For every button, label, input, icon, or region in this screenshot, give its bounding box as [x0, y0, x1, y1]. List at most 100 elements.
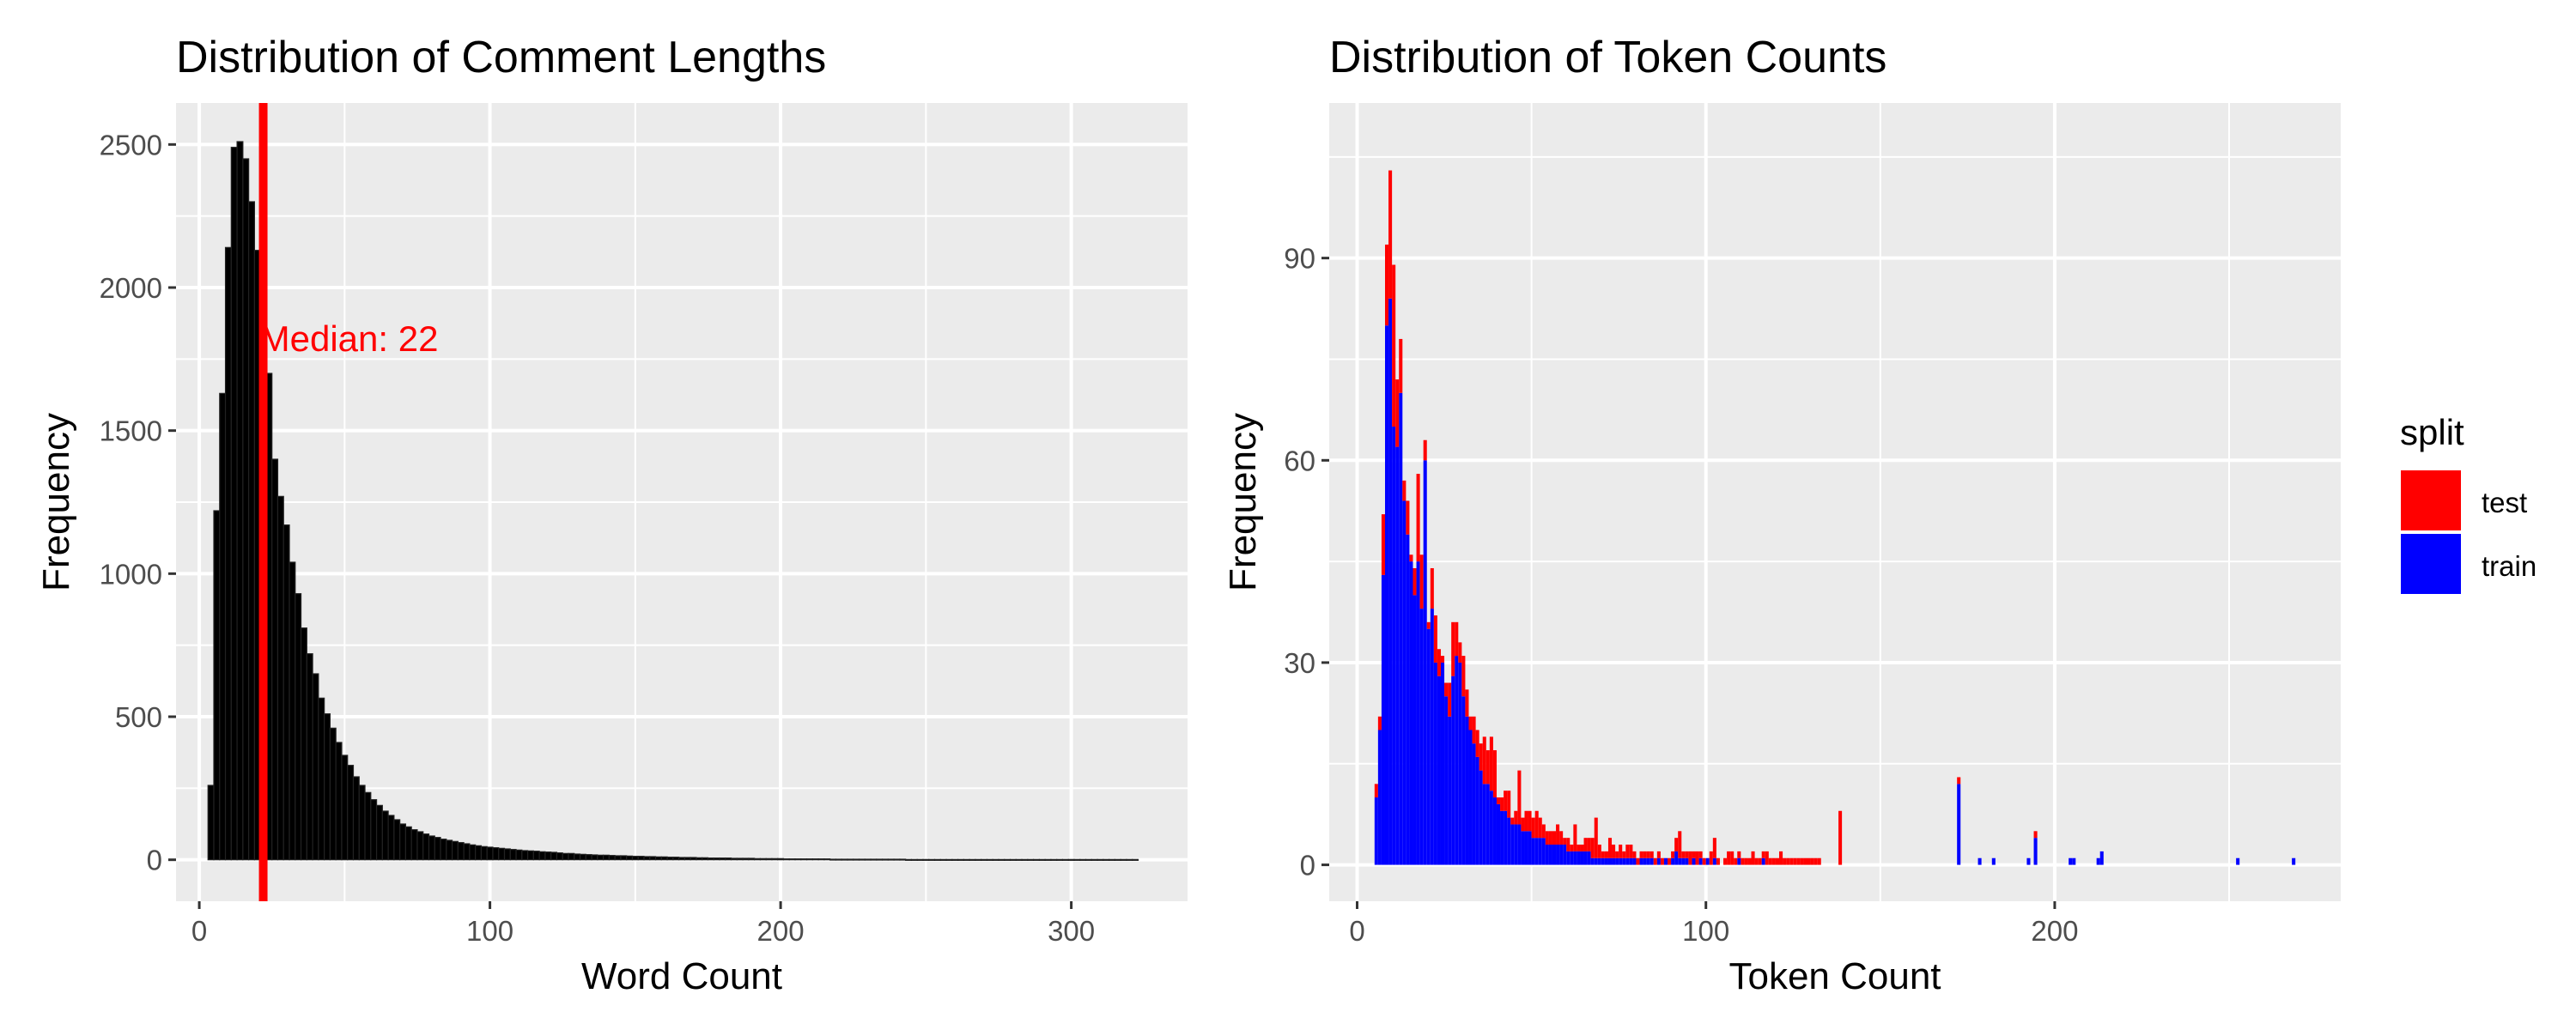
- bar-test: [1573, 824, 1577, 851]
- histogram-bar: [597, 854, 605, 861]
- bar-test: [1479, 743, 1483, 771]
- histogram-bar: [1067, 858, 1075, 861]
- histogram-bar: [626, 855, 634, 861]
- bar-test: [1458, 642, 1462, 663]
- bar-test: [1625, 845, 1630, 858]
- histogram-bar: [910, 858, 918, 861]
- left-bars: [207, 141, 1139, 861]
- bar-train: [1643, 857, 1647, 865]
- histogram-bar: [1027, 858, 1035, 861]
- histogram-bar: [469, 844, 477, 861]
- histogram-bar: [637, 856, 645, 861]
- histogram-bar: [823, 858, 831, 861]
- histogram-bar: [969, 858, 976, 861]
- bar-train: [1619, 857, 1623, 865]
- histogram-bar: [370, 799, 378, 861]
- histogram-bar: [579, 853, 586, 861]
- histogram-bar: [765, 857, 773, 861]
- bar-train: [1541, 838, 1546, 865]
- legend-swatch-test: [2401, 470, 2461, 530]
- legend: split test train: [2400, 412, 2537, 594]
- bar-test: [1468, 716, 1473, 730]
- histogram-bar: [654, 856, 662, 861]
- bar-test: [1709, 851, 1713, 865]
- bar-test: [1413, 567, 1417, 596]
- bar-test: [1444, 682, 1449, 697]
- bar-train: [1604, 857, 1608, 865]
- histogram-bar: [887, 858, 895, 861]
- bar-train: [1646, 857, 1650, 865]
- bar-train: [1978, 857, 1982, 865]
- bar-test: [1545, 831, 1549, 845]
- bar-train: [1559, 845, 1564, 865]
- bar-train: [1761, 857, 1765, 865]
- histogram-bar: [933, 858, 941, 861]
- bar-train: [1563, 845, 1567, 865]
- bar-test: [1702, 857, 1706, 865]
- histogram-bar: [486, 846, 494, 861]
- histogram-bar: [713, 857, 720, 861]
- bar-test: [1448, 682, 1452, 717]
- bar-test: [1817, 857, 1821, 865]
- bar-test: [1744, 857, 1748, 865]
- histogram-bar: [532, 851, 540, 861]
- bar-test: [1496, 797, 1501, 804]
- bar-test: [1392, 264, 1396, 427]
- bar-train: [1681, 857, 1686, 865]
- bar-test: [1656, 851, 1661, 858]
- bar-test: [1632, 851, 1637, 858]
- bar-train: [1632, 857, 1637, 865]
- histogram-bar: [719, 857, 726, 861]
- y-tick-label: 2000: [100, 272, 162, 304]
- legend-label-train: train: [2482, 550, 2537, 582]
- histogram-bar: [1084, 858, 1092, 861]
- bar-test: [1534, 810, 1539, 839]
- bar-test: [1653, 857, 1657, 865]
- bar-train: [1451, 676, 1455, 865]
- bar-train: [2033, 838, 2038, 865]
- bar-test: [1528, 810, 1532, 832]
- bar-test: [1775, 857, 1780, 865]
- histogram-bar: [835, 858, 842, 861]
- histogram-bar: [608, 855, 616, 861]
- bar-train: [1465, 716, 1469, 865]
- bar-test: [1678, 831, 1682, 858]
- histogram-bar: [1097, 858, 1104, 861]
- bar-train: [1437, 676, 1441, 865]
- bar-train: [1615, 857, 1619, 865]
- histogram-bar: [475, 845, 483, 861]
- histogram-bar: [538, 851, 546, 861]
- bar-train: [1597, 857, 1601, 865]
- bar-test: [1789, 857, 1794, 865]
- histogram-bar: [248, 201, 255, 861]
- bar-test: [1814, 857, 1818, 865]
- right-bars: [1374, 170, 2296, 865]
- bar-train: [1475, 756, 1479, 865]
- bar-train: [1374, 797, 1378, 865]
- x-tick-label: 300: [1048, 915, 1095, 947]
- bar-test: [1416, 474, 1420, 562]
- bar-test: [1796, 857, 1801, 865]
- bar-test: [1590, 838, 1595, 858]
- bar-train: [1524, 831, 1528, 865]
- bar-test: [1455, 621, 1459, 657]
- bar-test: [1381, 514, 1385, 575]
- bar-train: [1402, 500, 1406, 865]
- bar-train: [1426, 628, 1431, 865]
- histogram-bar: [271, 458, 279, 861]
- x-tick-label: 100: [466, 915, 513, 947]
- bar-train: [1545, 845, 1549, 865]
- bar-train: [1577, 851, 1581, 865]
- histogram-bar: [992, 858, 999, 861]
- bar-train: [1510, 824, 1515, 865]
- bar-train: [1482, 784, 1486, 865]
- bar-train: [2026, 857, 2031, 865]
- histogram-bar: [800, 858, 808, 861]
- bar-train: [1607, 857, 1613, 865]
- bar-train: [1392, 427, 1396, 865]
- histogram-bar: [986, 858, 993, 861]
- histogram-bar: [649, 856, 657, 861]
- bar-test: [1636, 857, 1640, 865]
- histogram-bar: [1132, 858, 1139, 861]
- bar-train: [1685, 857, 1689, 865]
